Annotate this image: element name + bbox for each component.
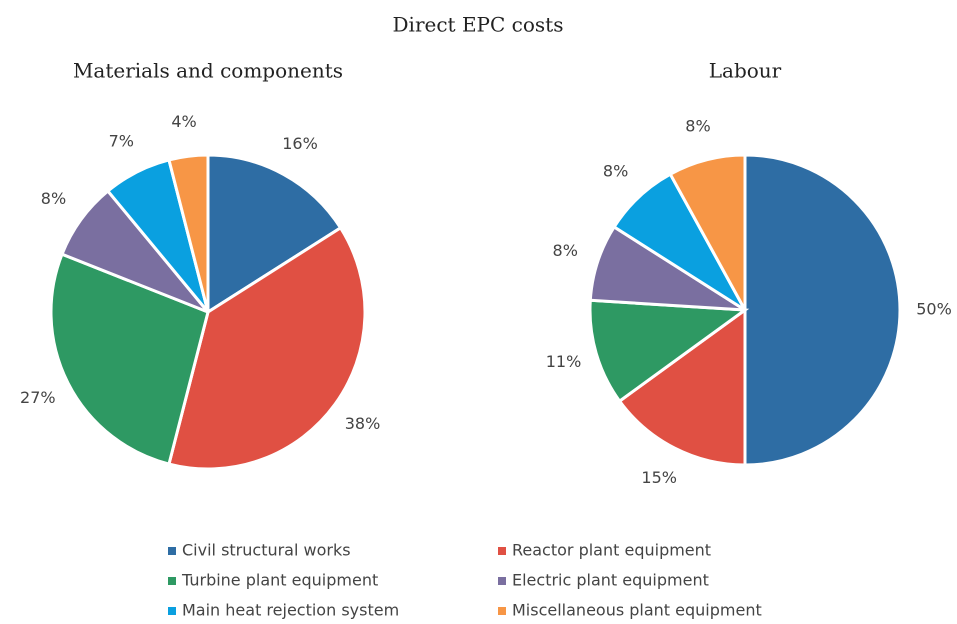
chart-title: Direct EPC costs [393, 13, 564, 37]
legend-swatch [168, 607, 176, 615]
legend-label: Electric plant equipment [512, 571, 709, 590]
pie-slice [206, 153, 343, 315]
pie-slice [588, 298, 750, 404]
data-label: 8% [603, 162, 628, 181]
pie-slice [167, 225, 367, 471]
pie-slice [617, 307, 747, 467]
data-label: 16% [282, 134, 318, 153]
data-label: 8% [685, 116, 710, 135]
data-label: 27% [20, 388, 56, 407]
legend-swatch [498, 547, 506, 555]
pie-slice [49, 252, 210, 466]
legend-label: Reactor plant equipment [512, 541, 711, 560]
legend-label: Miscellaneous plant equipment [512, 601, 762, 620]
legend-swatch [168, 577, 176, 585]
data-label: 4% [171, 112, 196, 131]
pie-title: Labour [709, 59, 782, 83]
data-label: 50% [916, 300, 952, 319]
legend-label: Main heat rejection system [182, 601, 399, 620]
legend-swatch [498, 577, 506, 585]
pie-slice [167, 153, 210, 313]
data-label: 8% [553, 241, 578, 260]
legend-swatch [498, 607, 506, 615]
pie-title: Materials and components [73, 59, 343, 83]
legend-label: Civil structural works [182, 541, 351, 560]
pie-slice [668, 153, 747, 311]
data-label: 8% [41, 189, 66, 208]
legend-swatch [168, 547, 176, 555]
data-label: 7% [109, 131, 134, 150]
data-label: 38% [345, 414, 381, 433]
legend-label: Turbine plant equipment [181, 571, 378, 590]
pie-slice [743, 153, 902, 467]
data-label: 11% [546, 352, 582, 371]
data-label: 15% [641, 468, 677, 487]
